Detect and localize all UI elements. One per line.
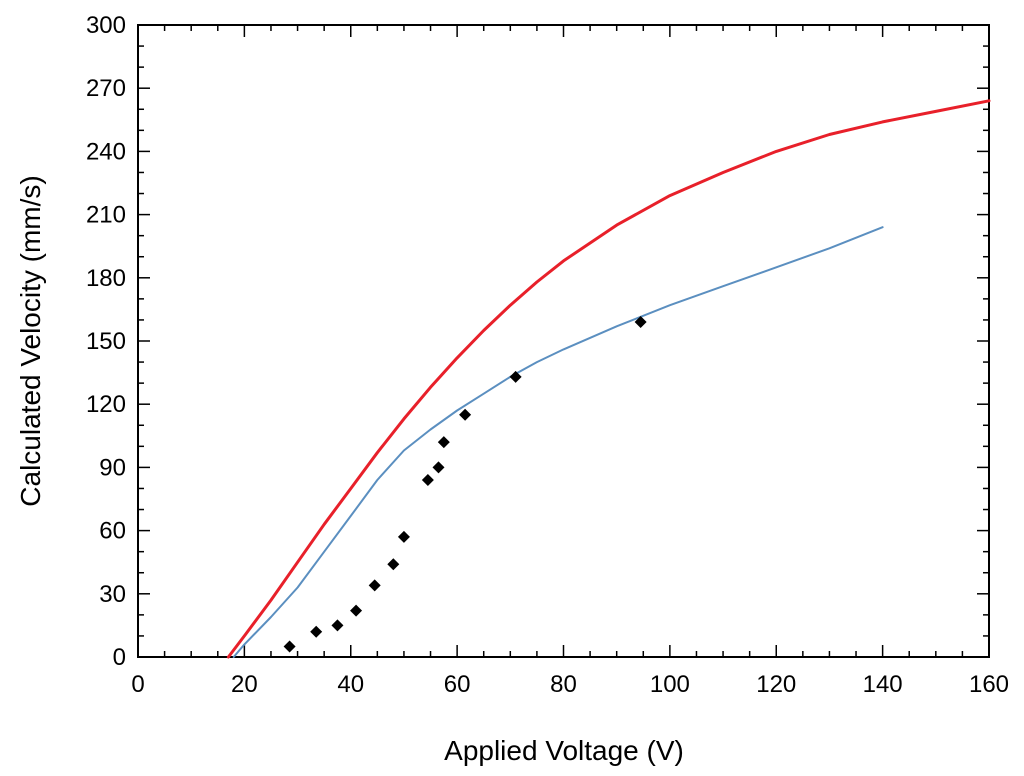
x-tick-labels: 0 20 40 60 80 100 120 140 160	[131, 671, 1009, 698]
data-point-diamond	[331, 619, 344, 632]
data-point-diamond	[432, 461, 445, 474]
model-red-line	[226, 99, 991, 659]
x-tick-label: 100	[650, 671, 690, 698]
y-tick-label: 60	[99, 518, 126, 545]
y-tick-labels: 0 30 60 90 120 150 180 210 240 270 300	[86, 12, 126, 671]
data-point-diamond	[350, 604, 363, 617]
y-tick-label: 150	[86, 328, 126, 355]
plot-frame	[137, 24, 990, 658]
series-lines	[226, 99, 991, 659]
x-tick-label: 140	[863, 671, 903, 698]
x-tick-label: 120	[756, 671, 796, 698]
y-tick-label: 0	[113, 644, 126, 671]
y-tick-label: 30	[99, 581, 126, 608]
y-tick-label: 240	[86, 138, 126, 165]
y-axis-title: Calculated Velocity (mm/s)	[15, 175, 46, 506]
data-point-diamond	[459, 408, 472, 421]
data-point-diamond	[310, 625, 323, 638]
x-tick-label: 0	[131, 671, 144, 698]
x-axis-title: Applied Voltage (V)	[444, 735, 684, 766]
data-point-diamond	[368, 579, 381, 592]
y-tick-label: 180	[86, 265, 126, 292]
data-point-diamond	[437, 436, 450, 449]
major-ticks	[137, 24, 990, 658]
x-tick-label: 160	[969, 671, 1009, 698]
data-point-diamond	[387, 558, 400, 571]
data-point-diamond	[509, 370, 522, 383]
y-tick-label: 300	[86, 12, 126, 39]
x-tick-label: 80	[550, 671, 577, 698]
y-tick-label: 210	[86, 202, 126, 229]
data-point-diamond	[421, 474, 434, 487]
data-point-diamond	[283, 640, 296, 653]
data-point-diamond	[397, 530, 410, 543]
y-tick-label: 120	[86, 391, 126, 418]
x-tick-label: 60	[444, 671, 471, 698]
model-blue-line	[232, 226, 884, 658]
y-tick-label: 90	[99, 454, 126, 481]
y-tick-label: 270	[86, 75, 126, 102]
series-points	[283, 316, 647, 653]
minor-ticks	[138, 25, 989, 657]
x-tick-label: 20	[231, 671, 258, 698]
x-tick-label: 40	[337, 671, 364, 698]
data-point-diamond	[634, 316, 647, 329]
